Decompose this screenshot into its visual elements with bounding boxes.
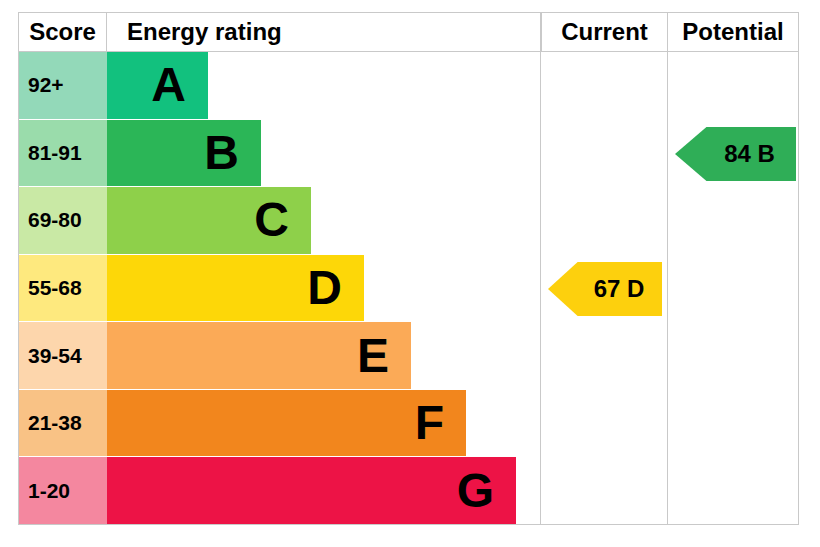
band-score-g: 1-20 [19, 457, 107, 524]
band-letter-e: E [357, 332, 389, 380]
band-row-d: 55-68 D [19, 254, 798, 322]
band-row-c: 69-80 C [19, 186, 798, 254]
current-rating-label: 67 D [594, 275, 645, 303]
band-letter-f: F [415, 399, 444, 447]
band-letter-c: C [254, 196, 289, 244]
band-letter-d: D [307, 264, 342, 312]
energy-rating-column-header: Energy rating [107, 13, 541, 51]
potential-column-header: Potential [667, 13, 798, 51]
score-column-header: Score [19, 13, 107, 51]
band-score-f: 21-38 [19, 390, 107, 457]
current-column-header: Current [541, 13, 667, 51]
rating-table: Score Energy rating Current Potential 92… [18, 12, 799, 525]
band-row-e: 39-54 E [19, 321, 798, 389]
band-rows: 92+ A 81-91 B 69-80 C 55-68 D [19, 52, 798, 524]
epc-energy-rating-chart: Score Energy rating Current Potential 92… [0, 0, 820, 547]
band-score-a: 92+ [19, 52, 107, 119]
band-score-c: 69-80 [19, 187, 107, 254]
band-row-g: 1-20 G [19, 456, 798, 524]
potential-rating-label: 84 B [724, 140, 775, 168]
band-bar-f: F [107, 390, 466, 457]
potential-column-divider [667, 13, 668, 524]
band-score-b: 81-91 [19, 120, 107, 187]
band-letter-g: G [457, 467, 494, 515]
table-header: Score Energy rating Current Potential [19, 13, 798, 52]
band-score-e: 39-54 [19, 322, 107, 389]
band-letter-b: B [204, 129, 239, 177]
band-letter-a: A [151, 61, 186, 109]
band-bar-b: B [107, 120, 261, 187]
current-column-divider [540, 13, 541, 524]
band-row-a: 92+ A [19, 52, 798, 119]
band-bar-a: A [107, 52, 208, 119]
band-bar-g: G [107, 457, 516, 524]
band-bar-c: C [107, 187, 311, 254]
band-bar-e: E [107, 322, 411, 389]
band-bar-d: D [107, 255, 364, 322]
band-row-f: 21-38 F [19, 389, 798, 457]
band-score-d: 55-68 [19, 255, 107, 322]
